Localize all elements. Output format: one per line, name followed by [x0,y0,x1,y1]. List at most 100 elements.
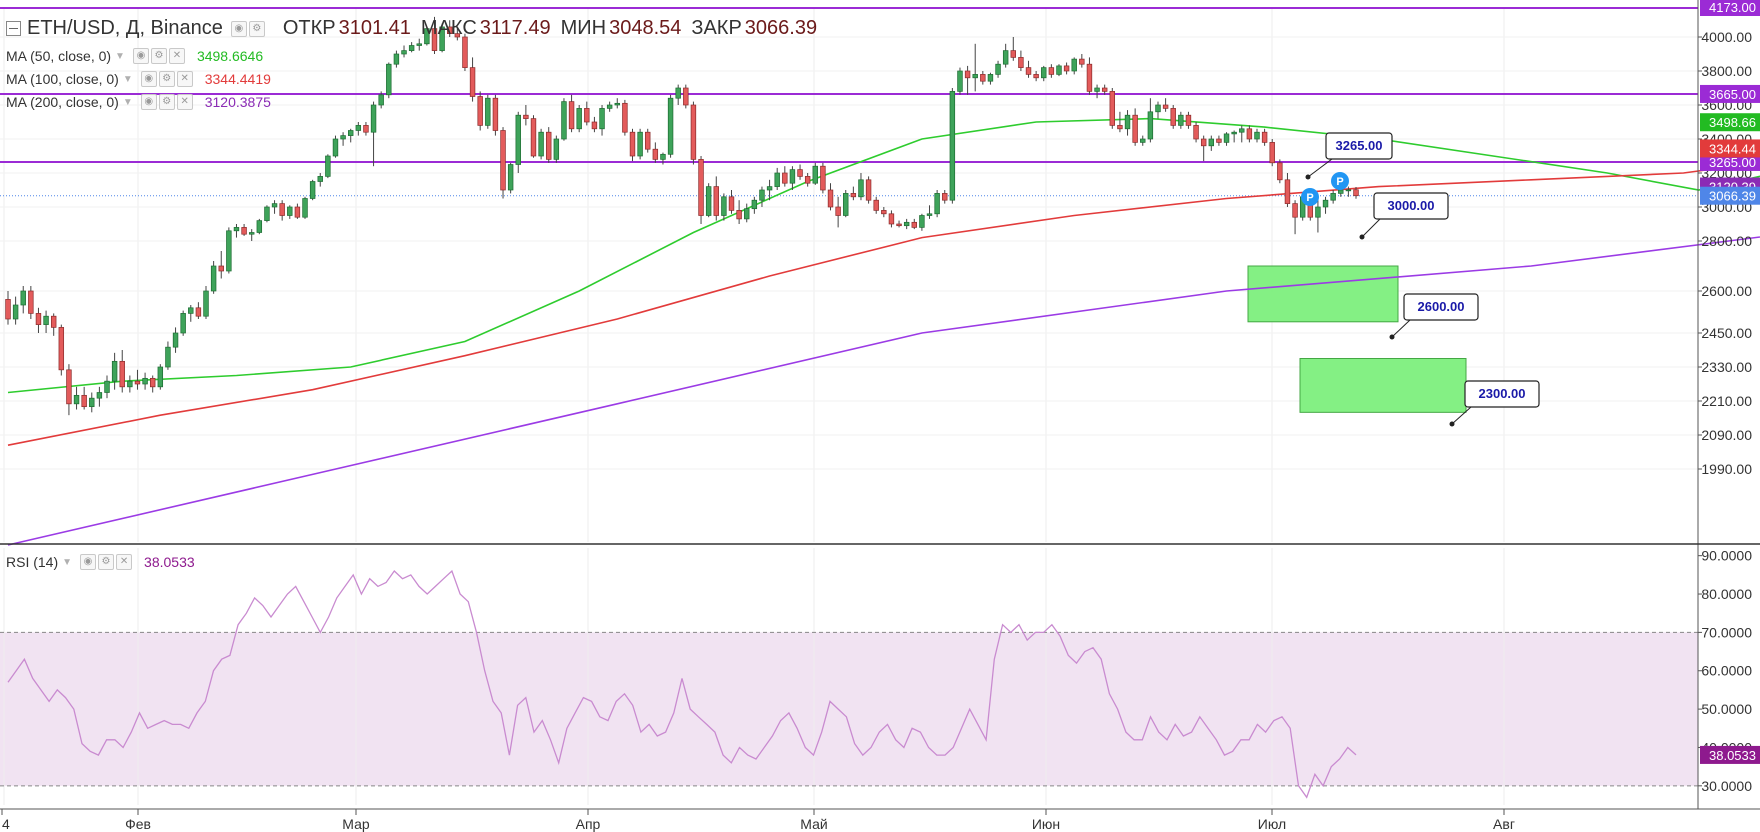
candle-body [1018,57,1024,68]
candle-body [172,332,179,348]
candle-body [1117,125,1123,130]
eye-icon[interactable]: ◉ [230,20,247,37]
ma100-legend[interactable]: MA (100, close, 0) ▼ ◉ ⚙ ✕ 3344.4419 [6,71,271,87]
price-marker-label: 3344.44 [1709,141,1756,156]
candle-body [683,87,689,106]
candle-body [1071,58,1077,72]
candle-body [378,94,384,106]
annotation-pointer [1391,319,1411,338]
annotation-label: 2600.00 [1418,299,1465,314]
annotation-box [1325,132,1393,160]
gear-icon[interactable]: ⚙ [248,20,265,37]
ma-line [7,161,1760,446]
candle-body [89,397,95,408]
close-icon[interactable]: ✕ [116,554,133,570]
candle-body [1079,58,1085,65]
candle-body [5,299,11,320]
candle-body [1216,138,1222,143]
eye-icon[interactable]: ◉ [140,94,157,110]
ma200-legend[interactable]: MA (200, close, 0) ▼ ◉ ⚙ ✕ 3120.3875 [6,94,271,110]
close-icon[interactable]: ✕ [168,48,185,64]
annotations[interactable]: 3265.00 3000.00 2600.00 2300.00 P P [1301,132,1540,427]
rsi-legend[interactable]: RSI (14) ▼ ◉ ⚙ ✕ 38.0533 [6,554,195,570]
chevron-down-icon[interactable]: ▼ [122,96,133,108]
candle-body [553,138,560,160]
candle-body [934,193,940,215]
price-marker-label: 4173.00 [1709,0,1756,15]
candle-body [797,169,803,177]
chevron-down-icon[interactable]: ▼ [122,73,133,85]
candle-body [1162,104,1169,109]
candle-body [20,290,26,306]
candle-body [995,63,1001,75]
candle-body [309,181,316,199]
gear-icon[interactable]: ⚙ [158,71,175,87]
candle-body [858,179,864,198]
rsi-line-path [7,569,1357,799]
rsi-band [0,632,1698,786]
candle-body [393,53,400,65]
chevron-down-icon[interactable]: ▼ [115,50,125,62]
candle-body [1063,65,1070,72]
open-value: 3101.41 [338,17,411,39]
candle-body [1322,199,1329,208]
candle-body [439,26,445,51]
candle-body [538,131,544,157]
candle-body [165,346,171,368]
rsi-marker-label: 38.0533 [1709,748,1756,763]
close-icon[interactable]: ✕ [176,94,193,110]
rsi-band-lines [0,631,1698,787]
candle-body [35,313,42,325]
candle-body [903,221,910,227]
candle-body [248,232,255,235]
eye-icon[interactable]: ◉ [132,48,149,64]
candle-body [332,138,339,157]
candle-body [843,193,849,216]
signal-marker [1301,188,1319,206]
gear-icon[interactable]: ⚙ [98,554,115,570]
time-tick-label: Фев [125,816,151,832]
price-tick-label: 2330.00 [1701,359,1752,375]
candle-body [1048,67,1055,75]
candle-body [355,125,362,131]
price-tick-label: 1990.00 [1701,461,1752,477]
ma50-label: MA (50, close, 0) [6,48,112,64]
ma100-label: MA (100, close, 0) [6,71,119,87]
rsi-tick-label: 70.0000 [1701,624,1752,640]
close-icon[interactable]: ✕ [176,71,193,87]
gear-icon[interactable]: ⚙ [158,94,175,110]
horizontal-levels[interactable] [0,7,1698,197]
candle-body [568,101,575,130]
rsi-marker-box [1700,745,1760,764]
price-marker-box [1700,0,1760,16]
signal-marker [1331,172,1349,190]
price-tick-label: 2800.00 [1701,233,1752,249]
price-marker-box [1700,139,1760,158]
collapse-icon[interactable] [6,21,21,36]
eye-icon[interactable]: ◉ [80,554,97,570]
candle-body [591,121,598,130]
candle-body [728,196,735,211]
candle-body [73,394,80,405]
candle-body [652,148,659,160]
candle-body [1208,138,1215,147]
candle-body [1002,50,1009,65]
candle-body [622,102,628,133]
ma200-value: 3120.3875 [204,94,271,110]
close-value: 3066.39 [744,17,818,39]
target-zones [1247,265,1467,413]
annotation-label: 2300.00 [1479,386,1526,401]
gear-icon[interactable]: ⚙ [150,48,167,64]
ma50-legend[interactable]: MA (50, close, 0) ▼ ◉ ⚙ ✕ 3498.6646 [6,48,263,64]
candle-body [119,360,125,388]
time-tick-label: Авг [1493,816,1515,832]
close-label: ЗАКР [691,17,742,39]
price-tick-label: 2210.00 [1701,393,1752,409]
candle-body [431,28,438,51]
candle-body [1010,50,1016,58]
candle-body [363,125,369,133]
chevron-down-icon[interactable]: ▼ [62,556,73,568]
ma200-label: MA (200, close, 0) [6,94,119,110]
eye-icon[interactable]: ◉ [140,71,157,87]
